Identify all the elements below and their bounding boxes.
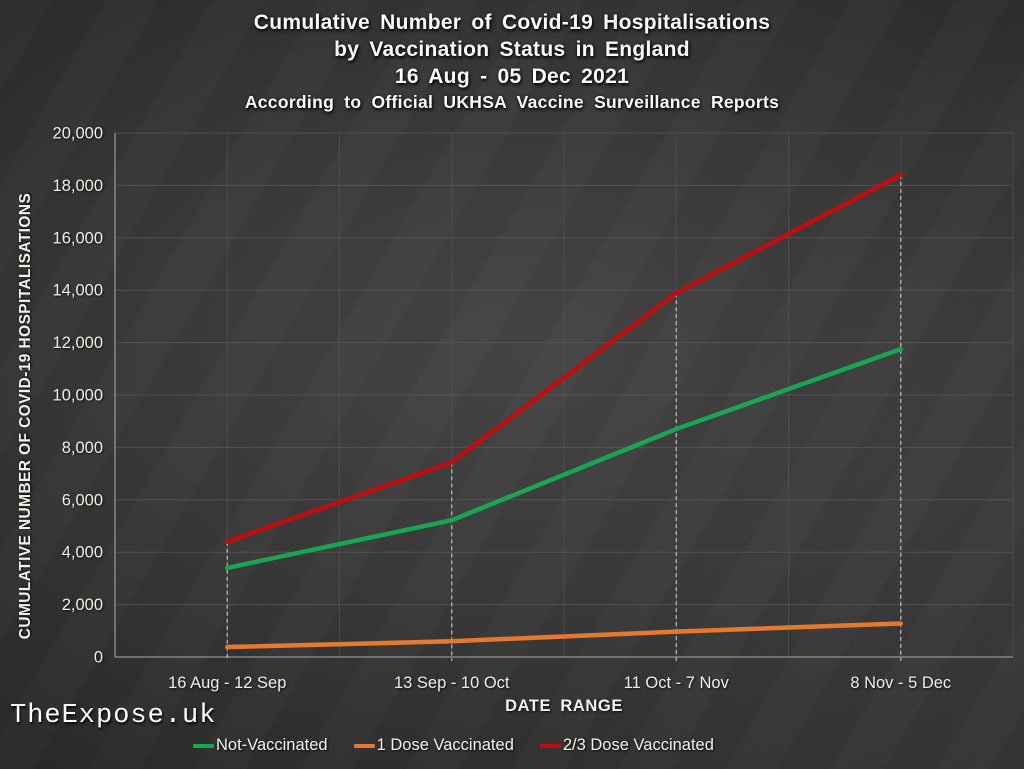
y-axis-tick-label: 8,000 bbox=[62, 439, 103, 457]
y-axis-tick-label: 20,000 bbox=[53, 125, 103, 143]
y-axis-tick-label: 14,000 bbox=[53, 282, 103, 300]
x-axis-tick-label: 13 Sep - 10 Oct bbox=[394, 674, 510, 692]
y-axis-tick-label: 18,000 bbox=[53, 177, 103, 195]
legend-item-not-vaccinated: Not-Vaccinated bbox=[193, 736, 328, 755]
legend-item-1-dose: 1 Dose Vaccinated bbox=[353, 736, 514, 755]
y-axis-tick-label: 4,000 bbox=[62, 544, 103, 562]
y-axis-tick-label: 16,000 bbox=[53, 229, 103, 247]
x-axis-tick-label: 16 Aug - 12 Sep bbox=[168, 674, 286, 692]
legend-label-1-dose: 1 Dose Vaccinated bbox=[376, 736, 514, 754]
legend-label-not-vaccinated: Not-Vaccinated bbox=[216, 736, 328, 754]
y-axis-tick-label: 2,000 bbox=[62, 596, 103, 614]
y-axis-tick-label: 6,000 bbox=[62, 491, 103, 509]
series-line-not-vaccinated bbox=[225, 346, 903, 571]
chart-title-line-3: 16 Aug - 05 Dec 2021 bbox=[394, 65, 630, 88]
y-axis-tick-label: 0 bbox=[94, 649, 103, 667]
legend-item-2-3-dose: 2/3 Dose Vaccinated bbox=[539, 736, 714, 755]
legend-swatch-green-icon bbox=[193, 743, 214, 748]
y-axis-tick-label: 12,000 bbox=[53, 334, 103, 352]
legend: Not-Vaccinated 1 Dose Vaccinated 2/3 Dos… bbox=[193, 736, 714, 755]
legend-swatch-red-icon bbox=[539, 743, 561, 748]
legend-label-2-3-dose: 2/3 Dose Vaccinated bbox=[562, 736, 714, 754]
y-axis-title: CUMULATIVE NUMBER OF COVID-19 HOSPITALIS… bbox=[17, 192, 34, 640]
chart-subtitle: According to Official UKHSA Vaccine Surv… bbox=[244, 92, 780, 112]
series-line-2-3-dose-vaccinated bbox=[225, 172, 903, 544]
chart-title-line-1: Cumulative Number of Covid-19 Hospitalis… bbox=[253, 11, 771, 34]
chart-title-line-2: by Vaccination Status in England bbox=[334, 38, 690, 61]
y-axis-tick-label: 10,000 bbox=[53, 387, 103, 405]
watermark-theexpose: TheExpose.uk bbox=[10, 701, 217, 731]
legend-swatch-orange-icon bbox=[353, 743, 375, 748]
x-axis-tick-label: 11 Oct - 7 Nov bbox=[624, 674, 730, 692]
chart-header: Cumulative Number of Covid-19 Hospitalis… bbox=[0, 9, 1024, 115]
series-line-1-dose-vaccinated bbox=[225, 621, 903, 650]
x-axis-title: DATE RANGE bbox=[505, 697, 623, 715]
x-axis-tick-label: 8 Nov - 5 Dec bbox=[850, 674, 951, 692]
